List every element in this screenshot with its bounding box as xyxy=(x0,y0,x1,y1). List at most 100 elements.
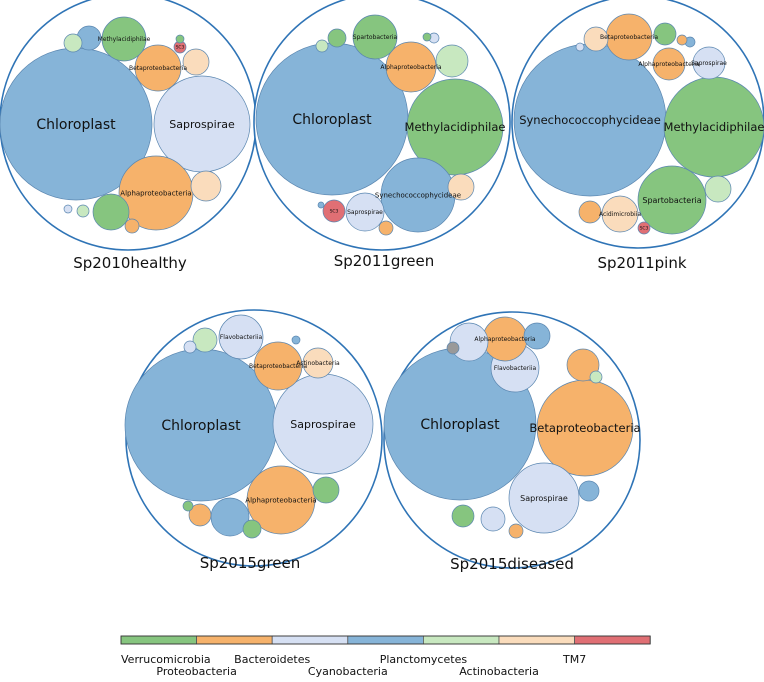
bubble-verrucomicrobia xyxy=(182,500,194,512)
bubble-label-methylacidiphilae: Methylacidiphilae xyxy=(664,120,764,134)
bubble-label-alphaproteobacteria: Alphaproteobacteria xyxy=(638,61,700,68)
bubble-cyanobacteria xyxy=(291,335,301,345)
bubble-panel-sp2011pink: Synechococcophycideae Methylacidiphilae Sp… xyxy=(511,0,764,272)
bubble-label-acidimicrobiia: Acidimicrobiia xyxy=(599,211,641,218)
legend-label-verrucomicrobia: Verrucomicrobia xyxy=(121,653,211,666)
bubble-sc3 xyxy=(637,221,651,235)
legend-label-bacteroidetes: Bacteroidetes xyxy=(234,653,310,666)
legend-swatch-cyanobacteria xyxy=(347,635,424,645)
bubble-spartobacteria xyxy=(637,165,707,235)
legend-label-actinobacteria: Actinobacteria xyxy=(459,665,539,678)
bubble-panel-sp2011green: Chloroplast Methylacidiphilae Synechococco… xyxy=(253,0,511,270)
legend-label-planctomycetes: Planctomycetes xyxy=(380,653,468,666)
bubble-actinobacteria xyxy=(447,173,475,201)
bubble-planctomycetes xyxy=(435,44,469,78)
bubble-label-methylacidiphilae: Methylacidiphilae xyxy=(98,36,151,43)
bubble-planctomycetes xyxy=(589,370,603,384)
bubble-bacteroidetes xyxy=(575,42,585,52)
legend-swatch-verrucomicrobia xyxy=(120,635,197,645)
bubble-verrucomicrobia xyxy=(653,22,677,46)
bubble-verrucomicrobia xyxy=(92,193,130,231)
bubble-planctomycetes xyxy=(192,327,218,353)
bubble-saprospirae xyxy=(692,46,726,80)
bubble-label-chloroplast: Chloroplast xyxy=(420,417,500,433)
bubble-verrucomicrobia xyxy=(175,34,185,44)
bubble-planctomycetes xyxy=(76,204,90,218)
legend-label-tm7: TM7 xyxy=(562,653,586,666)
bubble-sc3 xyxy=(322,199,346,223)
bubble-label-saprospirae: Saprospirae xyxy=(691,60,727,67)
bubble-actinobacteria xyxy=(302,347,334,379)
bubble-label-saprospirae: Saprospirae xyxy=(520,494,568,503)
bubble-planctomycetes xyxy=(63,33,83,53)
bubble-label-saprospirae: Saprospirae xyxy=(347,209,383,216)
bubble-proteobacteria xyxy=(566,348,600,382)
bubble-cyanobacteria xyxy=(317,201,325,209)
bubble-actinobacteria xyxy=(583,26,609,52)
bubble-cyanobacteria xyxy=(523,322,551,350)
bubble-panel-sp2015green: Chloroplast Saprospirae Alphaproteobacteri… xyxy=(124,309,383,572)
bubble-label-alphaproteobacteria: Alphaproteobacteria xyxy=(380,64,442,71)
bubble-bacteroidetes xyxy=(480,506,506,532)
bubble-saprospirae xyxy=(345,192,385,232)
phylum-legend: VerrucomicrobiaProteobacteriaBacteroidet… xyxy=(120,635,651,678)
bubble-label-chloroplast: Chloroplast xyxy=(292,112,372,128)
bubble-alphaproteobacteria xyxy=(246,465,316,535)
bubble-label-alphaproteobacteria: Alphaproteobacteria xyxy=(474,336,536,343)
bubble-label-synechococcophycideae: Synechococcophycideae xyxy=(519,113,661,127)
bubble-label-methylacidiphilae: Methylacidiphilae xyxy=(405,120,506,134)
bubble-verrucomicrobia xyxy=(422,32,432,42)
legend-label-proteobacteria: Proteobacteria xyxy=(156,665,236,678)
bubble-label-spartobacteria: Spartobacteria xyxy=(642,196,701,205)
bubble-methylacidiphilae xyxy=(406,78,504,176)
bubble-proteobacteria xyxy=(676,34,688,46)
bubble-label-alphaproteobacteria: Alphaproteobacteria xyxy=(120,189,191,197)
legend-colorbar-frame xyxy=(120,635,651,645)
bubble-bacteroidetes xyxy=(183,340,197,354)
bubble-proteobacteria xyxy=(578,200,602,224)
bubble-acidimicrobiia xyxy=(601,195,639,233)
bubble-label-betaproteobacteria: Betaproteobacteria xyxy=(600,34,658,41)
bubble-label-betaproteobacteria: Betaproteobacteria xyxy=(529,421,640,435)
bubble-label-synechococcophycideae: Synechococcophycideae xyxy=(375,191,461,199)
bubble-planctomycetes xyxy=(315,39,329,53)
legend-swatch-bacteroidetes xyxy=(271,635,349,645)
legend-swatch-planctomycetes xyxy=(422,635,500,645)
bubble-proteobacteria xyxy=(378,220,394,236)
bubble-actinobacteria xyxy=(190,170,222,202)
bubble-label-actinobacteria: Actinobacteria xyxy=(296,360,340,367)
bubble-cyanobacteria xyxy=(578,480,600,502)
bubble-verrucomicrobia xyxy=(327,28,347,48)
panel-title: Sp2011green xyxy=(334,252,435,270)
bubble-label-flavobacteriia: Flavobacteriia xyxy=(494,365,537,372)
bubble-actinobacteria xyxy=(182,48,210,76)
bubble-other xyxy=(446,341,460,355)
bubble-bacteroidetes xyxy=(63,204,73,214)
legend-swatch-proteobacteria xyxy=(196,635,273,645)
legend-label-cyanobacteria: Cyanobacteria xyxy=(308,665,388,678)
bubble-label-saprospirae: Saprospirae xyxy=(169,118,235,131)
panel-title: Sp2015diseased xyxy=(450,555,574,573)
bubble-label-sc3: SC3 xyxy=(176,45,185,51)
bubble-betaproteobacteria xyxy=(253,341,303,391)
legend-swatch-actinobacteria xyxy=(498,635,575,645)
bubble-flavobacteriia xyxy=(218,314,264,360)
bubble-label-spartobacteria: Spartobacteria xyxy=(353,34,398,41)
bubble-alphaproteobacteria xyxy=(385,41,437,93)
bubble-panel-sp2010healthy: Chloroplast Saprospirae Alphaproteobacteri… xyxy=(0,0,257,272)
bubble-verrucomicrobia xyxy=(312,476,340,504)
bubble-label-sc3: SC3 xyxy=(330,209,339,215)
panel-title: Sp2011pink xyxy=(597,254,686,272)
bubble-label-alphaproteobacteria: Alphaproteobacteria xyxy=(245,496,316,504)
bubble-label-betaproteobacteria: Betaproteobacteria xyxy=(249,363,307,370)
bubble-proteobacteria xyxy=(508,523,524,539)
bubble-label-flavobacteriia: Flavobacteriia xyxy=(220,334,263,341)
bubble-proteobacteria xyxy=(124,218,140,234)
bubble-label-chloroplast: Chloroplast xyxy=(36,117,116,133)
bubble-methylacidiphilae xyxy=(101,16,147,62)
bubble-bacteroidetes xyxy=(449,322,489,362)
bubble-verrucomicrobia xyxy=(242,519,262,539)
bubble-label-saprospirae: Saprospirae xyxy=(290,418,356,431)
legend-swatch-tm7 xyxy=(574,635,651,645)
